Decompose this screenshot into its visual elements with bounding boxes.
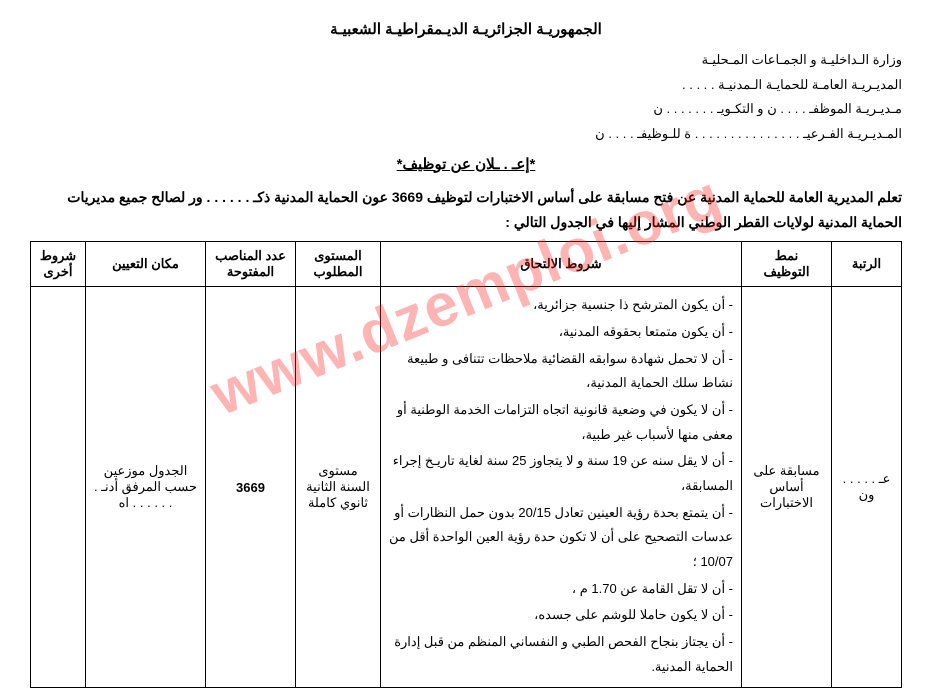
ministry-line: وزارة الـداخليـة و الجمـاعات المـحليـة xyxy=(30,48,902,73)
cell-posts: 3669 xyxy=(206,287,296,688)
condition-line: - أن لا تقل القامة عن 1.70 م ، xyxy=(389,577,733,602)
header-block: وزارة الـداخليـة و الجمـاعات المـحليـة ا… xyxy=(30,48,902,147)
condition-line: - أن يكون متمتعا بحقوقه المدنية، xyxy=(389,320,733,345)
announcement-title: *إعـ . ـلان عن توظيف* xyxy=(30,155,902,173)
th-conditions: شروط الالتحاق xyxy=(381,242,742,287)
cell-level: مستوى السنة الثانية ثانوي كاملة xyxy=(296,287,381,688)
condition-line: - أن يجتاز بنجاح الفحص الطبي و النفساني … xyxy=(389,630,733,679)
th-level: المستوى المطلوب xyxy=(296,242,381,287)
cell-other xyxy=(31,287,86,688)
recruitment-table: الرتبة نمط التوظيف شروط الالتحاق المستوى… xyxy=(30,241,902,688)
th-posts: عدد المناصب المفتوحة xyxy=(206,242,296,287)
cell-conditions: - أن يكون المترشح ذا جنسية جزائرية،- أن … xyxy=(381,287,742,688)
table-row: عـ . . . . . ون مسابقة على أساس الاختبار… xyxy=(31,287,902,688)
condition-line: - أن يكون المترشح ذا جنسية جزائرية، xyxy=(389,293,733,318)
th-rank: الرتبة xyxy=(832,242,902,287)
cell-rank: عـ . . . . . ون xyxy=(832,287,902,688)
condition-line: - أن يتمتع بحدة رؤية العينين تعادل 20/15… xyxy=(389,501,733,575)
intro-paragraph: تعلم المديرية العامة للحماية المدنية عن … xyxy=(30,185,902,235)
condition-line: - أن لا تحمل شهادة سوابقه القضائية ملاحظ… xyxy=(389,347,733,396)
th-other: شروط أخرى xyxy=(31,242,86,287)
cell-place: الجدول موزعين حسب المرفق أدنـ . . . . . … xyxy=(86,287,206,688)
republic-title: الجمهوريـة الجزائريـة الديـمقراطيـة الشع… xyxy=(30,20,902,38)
condition-line: - أن لا يكون في وضعية قانونية اتجاه التز… xyxy=(389,398,733,447)
condition-line: - أن لا يقل سنه عن 19 سنة و لا يتجاوز 25… xyxy=(389,449,733,498)
th-mode: نمط التوظيف xyxy=(742,242,832,287)
subdir1-line: مـديـريـة الموظفـ . . . . ن و التكـويـ .… xyxy=(30,97,902,122)
cell-mode: مسابقة على أساس الاختبارات xyxy=(742,287,832,688)
directorate-line: المديـريـة العامـة للحمايـة الـمدنيـة . … xyxy=(30,73,902,98)
th-place: مكان التعيين xyxy=(86,242,206,287)
table-header-row: الرتبة نمط التوظيف شروط الالتحاق المستوى… xyxy=(31,242,902,287)
subdir2-line: المـديـريـة الفـرعيـ . . . . . . . . . .… xyxy=(30,122,902,147)
condition-line: - أن لا يكون حاملا للوشم على جسده، xyxy=(389,603,733,628)
